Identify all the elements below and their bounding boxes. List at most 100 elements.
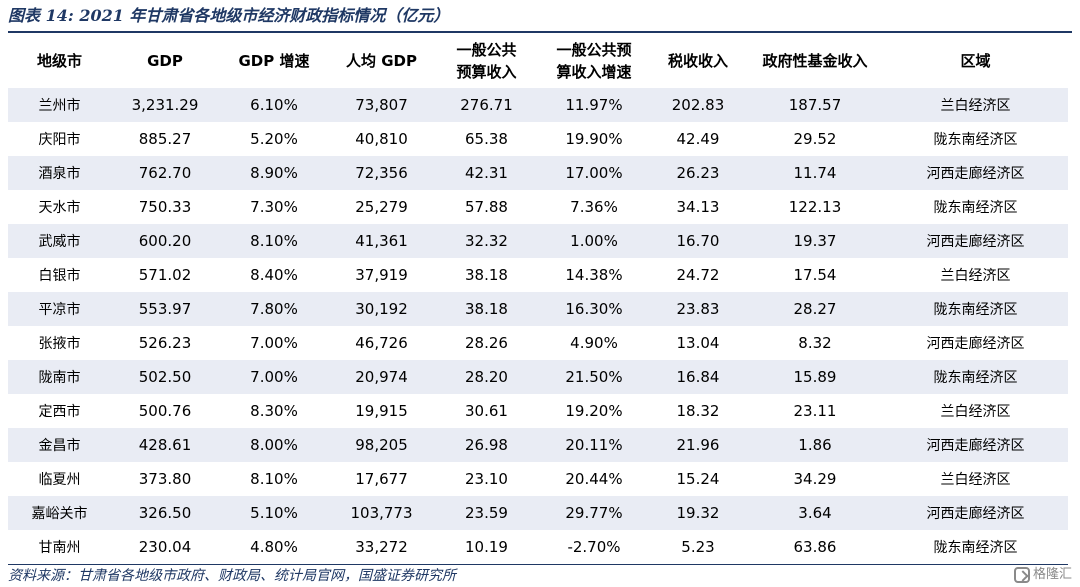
- column-header: 地级市: [8, 33, 111, 88]
- value-cell: 1.86: [747, 428, 883, 462]
- value-cell: 30.61: [434, 394, 539, 428]
- value-cell: 29.77%: [539, 496, 649, 530]
- value-cell: 7.80%: [219, 292, 329, 326]
- value-cell: 42.31: [434, 156, 539, 190]
- value-cell: 20.44%: [539, 462, 649, 496]
- table-row: 甘南州 230.04 4.80% 33,272 10.19 -2.70% 5.23 63.86…: [8, 530, 1068, 564]
- value-cell: 20.11%: [539, 428, 649, 462]
- table-row: 陇南市 502.50 7.00% 20,974 28.20 21.50% 16.84 15.8…: [8, 360, 1068, 394]
- value-cell: 40,810: [329, 122, 434, 156]
- value-cell: 3,231.29: [111, 88, 219, 122]
- column-header-line: 区域: [960, 51, 991, 70]
- region-cell: 陇东南经济区: [883, 190, 1068, 224]
- value-cell: 5.10%: [219, 496, 329, 530]
- value-cell: 28.26: [434, 326, 539, 360]
- value-cell: 34.13: [649, 190, 747, 224]
- value-cell: 571.02: [111, 258, 219, 292]
- column-header-line: GDP: [147, 51, 183, 70]
- region-cell: 陇东南经济区: [883, 530, 1068, 564]
- value-cell: 25,279: [329, 190, 434, 224]
- value-cell: 63.86: [747, 530, 883, 564]
- value-cell: 553.97: [111, 292, 219, 326]
- city-cell: 兰州市: [8, 88, 111, 122]
- value-cell: 500.76: [111, 394, 219, 428]
- value-cell: 98,205: [329, 428, 434, 462]
- value-cell: 202.83: [649, 88, 747, 122]
- value-cell: 8.10%: [219, 462, 329, 496]
- column-header: GDP 增速: [219, 33, 329, 88]
- value-cell: 28.27: [747, 292, 883, 326]
- region-cell: 陇东南经济区: [883, 360, 1068, 394]
- value-cell: 20,974: [329, 360, 434, 394]
- city-cell: 武威市: [8, 224, 111, 258]
- region-cell: 陇东南经济区: [883, 122, 1068, 156]
- column-header-line: 一般公共: [456, 40, 517, 59]
- region-cell: 陇东南经济区: [883, 292, 1068, 326]
- value-cell: 13.04: [649, 326, 747, 360]
- table-body: 兰州市 3,231.29 6.10% 73,807 276.71 11.97% 202.83…: [8, 88, 1068, 564]
- value-cell: 19.90%: [539, 122, 649, 156]
- value-cell: 4.90%: [539, 326, 649, 360]
- value-cell: 19,915: [329, 394, 434, 428]
- city-cell: 临夏州: [8, 462, 111, 496]
- value-cell: 21.96: [649, 428, 747, 462]
- value-cell: 17.54: [747, 258, 883, 292]
- city-cell: 白银市: [8, 258, 111, 292]
- value-cell: 187.57: [747, 88, 883, 122]
- value-cell: 26.98: [434, 428, 539, 462]
- city-cell: 张掖市: [8, 326, 111, 360]
- table-row: 平凉市 553.97 7.80% 30,192 38.18 16.30% 23.83 28.2…: [8, 292, 1068, 326]
- value-cell: 38.18: [434, 292, 539, 326]
- column-header-line: 政府性基金收入: [762, 51, 868, 70]
- table-row: 金昌市 428.61 8.00% 98,205 26.98 20.11% 21.96 1.86…: [8, 428, 1068, 462]
- data-table-container: 地级市 GDP GDP 增速 人均 GDP 一般公共 预算收入 一般公共预 算收入增速 税收收入…: [8, 33, 1068, 564]
- value-cell: 23.11: [747, 394, 883, 428]
- value-cell: 7.00%: [219, 360, 329, 394]
- city-cell: 天水市: [8, 190, 111, 224]
- region-cell: 兰白经济区: [883, 462, 1068, 496]
- value-cell: 73,807: [329, 88, 434, 122]
- value-cell: 428.61: [111, 428, 219, 462]
- table-row: 天水市 750.33 7.30% 25,279 57.88 7.36% 34.13 122.1…: [8, 190, 1068, 224]
- column-header-line: 人均 GDP: [346, 51, 417, 70]
- table-row: 武威市 600.20 8.10% 41,361 32.32 1.00% 16.70 19.37…: [8, 224, 1068, 258]
- value-cell: 41,361: [329, 224, 434, 258]
- value-cell: 8.30%: [219, 394, 329, 428]
- value-cell: 15.89: [747, 360, 883, 394]
- value-cell: 72,356: [329, 156, 434, 190]
- region-cell: 河西走廊经济区: [883, 428, 1068, 462]
- column-header: 区域: [883, 33, 1068, 88]
- value-cell: 11.97%: [539, 88, 649, 122]
- table-row: 临夏州 373.80 8.10% 17,677 23.10 20.44% 15.24 34.2…: [8, 462, 1068, 496]
- value-cell: 7.00%: [219, 326, 329, 360]
- value-cell: 8.00%: [219, 428, 329, 462]
- value-cell: 6.10%: [219, 88, 329, 122]
- value-cell: 46,726: [329, 326, 434, 360]
- column-header-line: 预算收入: [456, 62, 517, 81]
- city-cell: 定西市: [8, 394, 111, 428]
- value-cell: 762.70: [111, 156, 219, 190]
- value-cell: 34.29: [747, 462, 883, 496]
- value-cell: 23.83: [649, 292, 747, 326]
- watermark-text: 格隆汇: [1032, 567, 1072, 582]
- region-cell: 河西走廊经济区: [883, 224, 1068, 258]
- column-header: 一般公共 预算收入: [434, 33, 539, 88]
- value-cell: 5.23: [649, 530, 747, 564]
- value-cell: 30,192: [329, 292, 434, 326]
- value-cell: 23.59: [434, 496, 539, 530]
- value-cell: 29.52: [747, 122, 883, 156]
- table-row: 庆阳市 885.27 5.20% 40,810 65.38 19.90% 42.49 29.5…: [8, 122, 1068, 156]
- value-cell: 7.30%: [219, 190, 329, 224]
- city-cell: 平凉市: [8, 292, 111, 326]
- table-row: 嘉峪关市 326.50 5.10% 103,773 23.59 29.77% 19.32 3.…: [8, 496, 1068, 530]
- value-cell: 7.36%: [539, 190, 649, 224]
- value-cell: 19.20%: [539, 394, 649, 428]
- value-cell: 16.70: [649, 224, 747, 258]
- column-header-line: GDP 增速: [238, 51, 310, 70]
- table-header-row: 地级市 GDP GDP 增速 人均 GDP 一般公共 预算收入 一般公共预 算收入增速 税收收入…: [8, 33, 1068, 88]
- value-cell: 38.18: [434, 258, 539, 292]
- value-cell: 10.19: [434, 530, 539, 564]
- value-cell: 122.13: [747, 190, 883, 224]
- column-header: 税收收入: [649, 33, 747, 88]
- value-cell: -2.70%: [539, 530, 649, 564]
